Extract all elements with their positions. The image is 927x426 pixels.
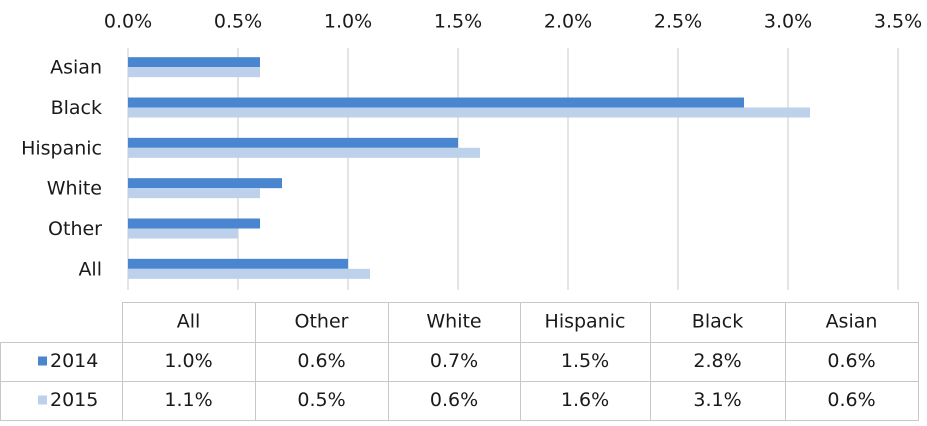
- bar: [128, 137, 458, 148]
- y-tick-label: Hispanic: [21, 137, 102, 159]
- table-value: 2.8%: [693, 350, 741, 372]
- table-value: 1.0%: [164, 350, 212, 372]
- x-tick-label: 2.5%: [654, 11, 702, 33]
- y-tick-label: All: [78, 258, 102, 280]
- y-tick-label: Other: [48, 218, 102, 240]
- y-tick-label: White: [47, 178, 102, 200]
- table-value: 0.6%: [430, 389, 478, 411]
- bar: [128, 178, 282, 189]
- table-value: 1.5%: [561, 350, 609, 372]
- y-tick-label: Black: [51, 97, 102, 119]
- table-header: Other: [295, 311, 349, 333]
- table-value: 0.6%: [297, 350, 345, 372]
- x-tick-label: 0.5%: [214, 11, 262, 33]
- bar: [128, 218, 260, 229]
- legend-swatch: [38, 356, 47, 366]
- table-header: All: [177, 311, 201, 333]
- bar: [128, 147, 480, 158]
- table-value: 0.6%: [827, 350, 875, 372]
- bar: [128, 107, 810, 118]
- table-header: White: [426, 311, 481, 333]
- x-tick-label: 3.0%: [764, 11, 812, 33]
- bar: [128, 268, 370, 279]
- bar: [128, 97, 744, 108]
- y-tick-label: Asian: [50, 57, 102, 79]
- table-header: Black: [692, 311, 743, 333]
- legend-swatch: [38, 395, 47, 405]
- table-value: 0.6%: [827, 389, 875, 411]
- bar: [128, 228, 238, 239]
- bar: [128, 57, 260, 68]
- legend-label: 2015: [50, 389, 98, 411]
- bar: [128, 67, 260, 78]
- legend-label: 2014: [50, 350, 98, 372]
- x-tick-label: 1.0%: [324, 11, 372, 33]
- table-header: Asian: [826, 311, 878, 333]
- x-tick-label: 1.5%: [434, 11, 482, 33]
- table-value: 1.6%: [561, 389, 609, 411]
- x-tick-label: 0.0%: [104, 11, 152, 33]
- table-value: 0.5%: [297, 389, 345, 411]
- bar: [128, 258, 348, 269]
- table-value: 1.1%: [164, 389, 212, 411]
- table-header: Hispanic: [545, 311, 626, 333]
- x-tick-label: 3.5%: [874, 11, 922, 33]
- bar: [128, 188, 260, 199]
- table-cell: [785, 381, 919, 421]
- x-tick-label: 2.0%: [544, 11, 592, 33]
- table-value: 3.1%: [693, 389, 741, 411]
- table-value: 0.7%: [430, 350, 478, 372]
